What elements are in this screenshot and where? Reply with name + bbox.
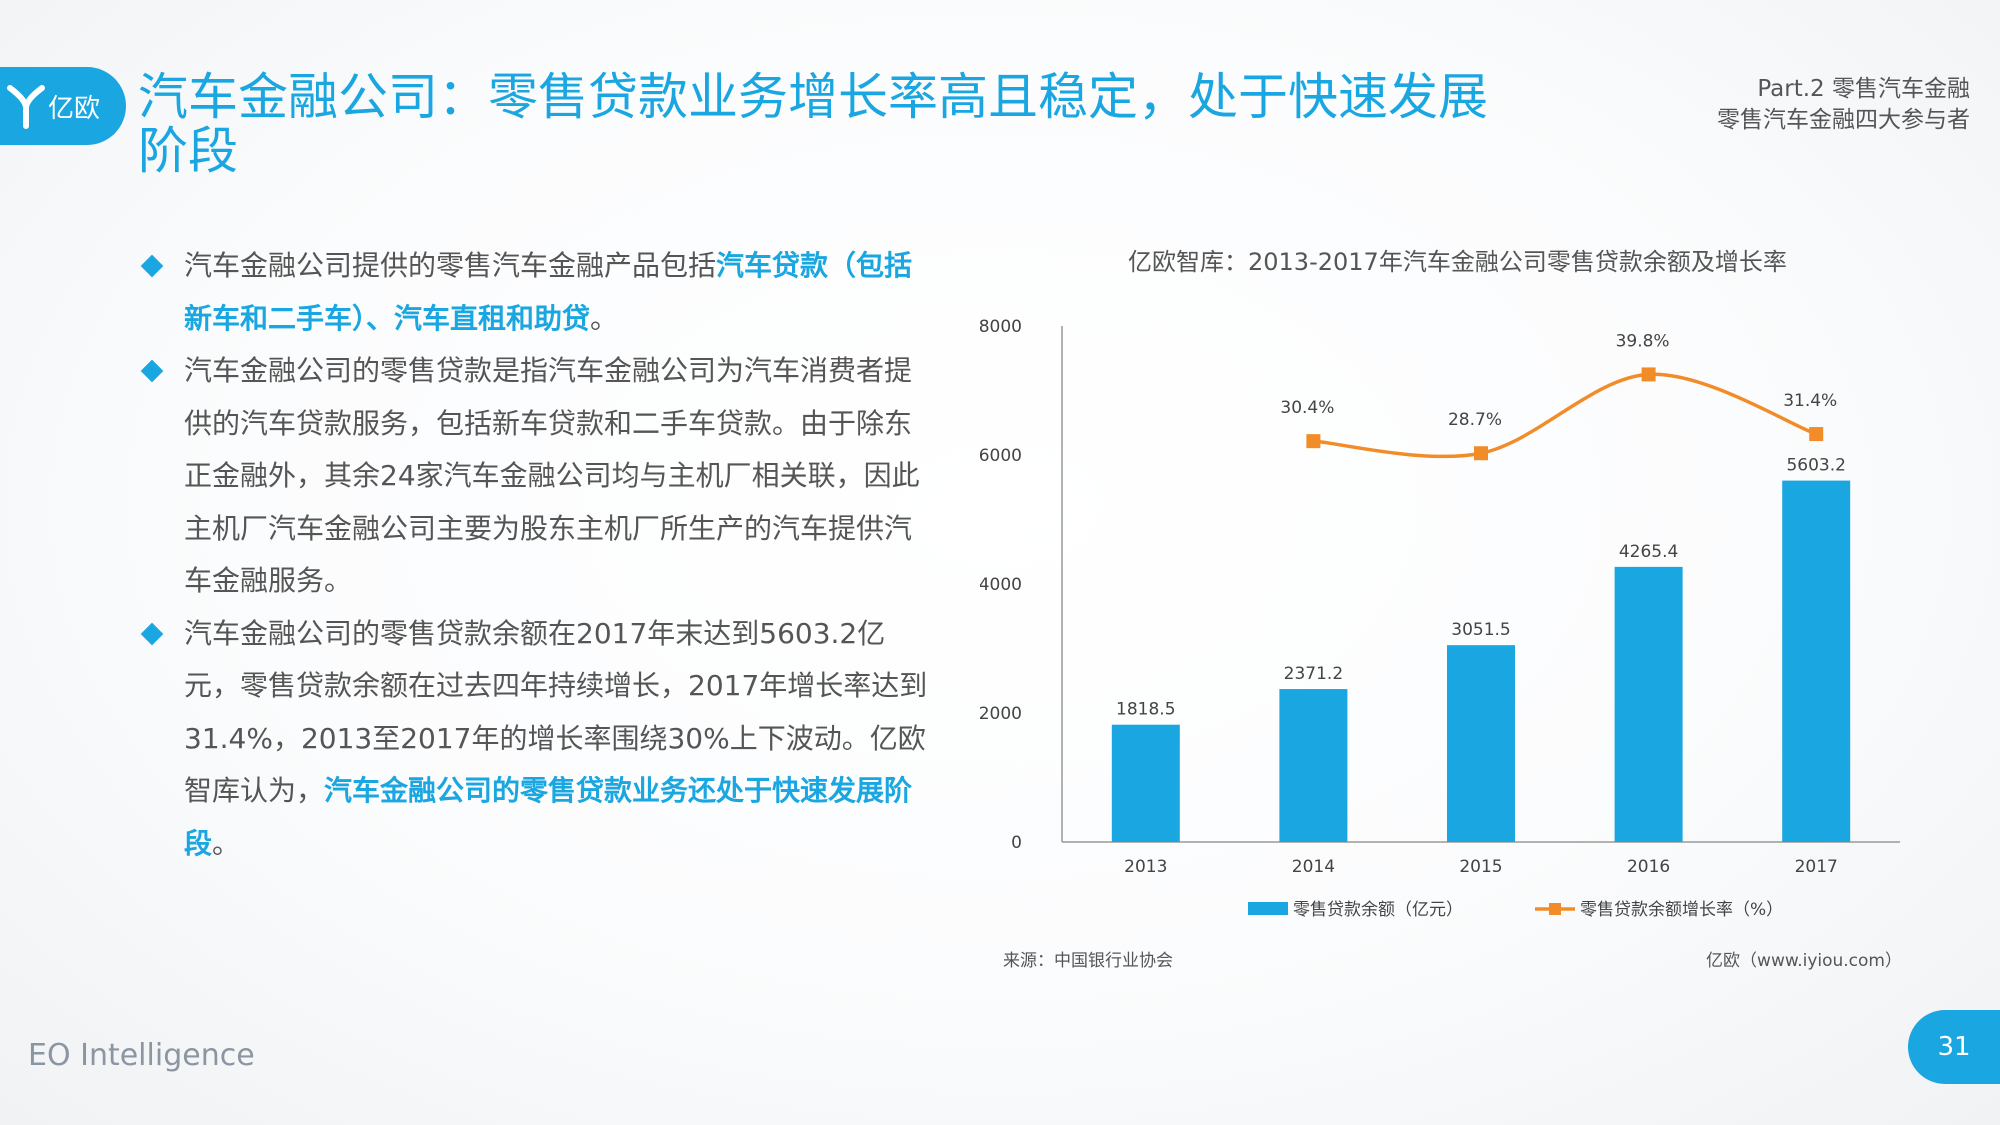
body-text: 汽车金融公司的零售贷款余额在2017年末达到5603.2亿元，零售贷款余额在过去…	[184, 616, 928, 808]
body-text: 。	[212, 826, 241, 860]
source-note: 来源：中国银行业协会	[1003, 951, 1173, 971]
x-tick-label: 2017	[1795, 857, 1838, 877]
brand-footer: EO Intelligence	[28, 1038, 255, 1073]
line-point	[1306, 434, 1321, 449]
diamond-bullet-icon	[140, 622, 164, 645]
body-text: 汽车金融公司的零售贷款是指汽车金融公司为汽车消费者提供的汽车贷款服务，包括新车贷…	[184, 354, 920, 597]
bullet-text: 汽车金融公司提供的零售汽车金融产品包括汽车贷款（包括新车和二手车）、汽车直租和助…	[184, 240, 938, 345]
line-point	[1641, 367, 1656, 382]
bullet-text: 汽车金融公司的零售贷款余额在2017年末达到5603.2亿元，零售贷款余额在过去…	[184, 608, 938, 871]
line-point	[1809, 427, 1824, 442]
x-tick-label: 2014	[1292, 857, 1335, 877]
highlight-text: 汽车金融公司的零售贷款业务还处于快速发展阶段	[184, 774, 913, 860]
bar	[1782, 480, 1851, 842]
y-tick-label: 8000	[980, 317, 1022, 337]
bullet-item: 汽车金融公司提供的零售汽车金融产品包括汽车贷款（包括新车和二手车）、汽车直租和助…	[138, 240, 938, 345]
line-value-label: 30.4%	[1280, 398, 1334, 418]
x-tick-label: 2013	[1124, 857, 1167, 877]
bar-value-label: 3051.5	[1451, 620, 1510, 640]
body-text: 汽车金融公司提供的零售汽车金融产品包括	[184, 249, 717, 282]
bar	[1279, 689, 1348, 842]
site-credit: 亿欧（www.iyiou.com）	[1706, 951, 1902, 971]
chart-title: 亿欧智库：2013-2017年汽车金融公司零售贷款余额及增长率	[1128, 248, 1787, 276]
page-number: 31	[1908, 1010, 2000, 1084]
subsection-label: 零售汽车金融四大参与者	[1717, 107, 1970, 133]
legend-line-label: 零售贷款余额增长率（%）	[1580, 900, 1783, 920]
highlight-text: 汽车贷款（包括新车和二手车）、汽车直租和助贷	[184, 249, 913, 335]
legend-bar-swatch	[1248, 902, 1288, 915]
logo: 亿欧	[0, 67, 126, 145]
line-value-label: 28.7%	[1448, 410, 1502, 430]
diamond-bullet-icon	[140, 359, 164, 383]
section-label: Part.2 零售汽车金融 零售汽车金融四大参与者	[1717, 74, 1970, 136]
logo-text: 亿欧	[48, 93, 101, 124]
bar-value-label: 5603.2	[1786, 456, 1845, 476]
y-tick-label: 2000	[980, 704, 1022, 724]
bar-value-label: 4265.4	[1619, 542, 1678, 562]
bullet-text: 汽车金融公司的零售贷款是指汽车金融公司为汽车消费者提供的汽车贷款服务，包括新车贷…	[184, 345, 938, 608]
bullet-item: 汽车金融公司的零售贷款是指汽车金融公司为汽车消费者提供的汽车贷款服务，包括新车贷…	[138, 345, 938, 608]
line-value-label: 39.8%	[1616, 331, 1670, 351]
bar-value-label: 2371.2	[1284, 664, 1343, 684]
y-tick-label: 4000	[980, 575, 1022, 595]
bar	[1111, 724, 1180, 842]
bar-value-label: 1818.5	[1116, 700, 1175, 720]
logo-y-icon	[7, 85, 45, 129]
bar	[1614, 566, 1683, 842]
legend-line-marker	[1549, 903, 1561, 915]
y-tick-label: 6000	[980, 446, 1022, 466]
bar	[1447, 645, 1515, 842]
part-label: Part.2 零售汽车金融	[1757, 76, 1970, 102]
legend-bar-label: 零售贷款余额（亿元）	[1293, 900, 1463, 920]
page-title: 汽车金融公司：零售贷款业务增长率高且稳定，处于快速发展阶段	[138, 68, 1488, 180]
body-text: 。	[590, 301, 619, 335]
y-tick-label: 0	[1011, 833, 1022, 853]
x-tick-label: 2015	[1459, 857, 1502, 877]
line-point	[1474, 446, 1488, 461]
growth-line	[1313, 372, 1817, 459]
line-value-label: 31.4%	[1783, 391, 1837, 411]
bullet-item: 汽车金融公司的零售贷款余额在2017年末达到5603.2亿元，零售贷款余额在过去…	[138, 608, 938, 871]
bullet-list: 汽车金融公司提供的零售汽车金融产品包括汽车贷款（包括新车和二手车）、汽车直租和助…	[138, 240, 938, 870]
combo-chart: 0 2000 4000 6000 8000 1818.5 2013 2371.2 2014 305…	[980, 317, 1900, 920]
x-tick-label: 2016	[1627, 857, 1670, 877]
diamond-bullet-icon	[140, 254, 164, 278]
